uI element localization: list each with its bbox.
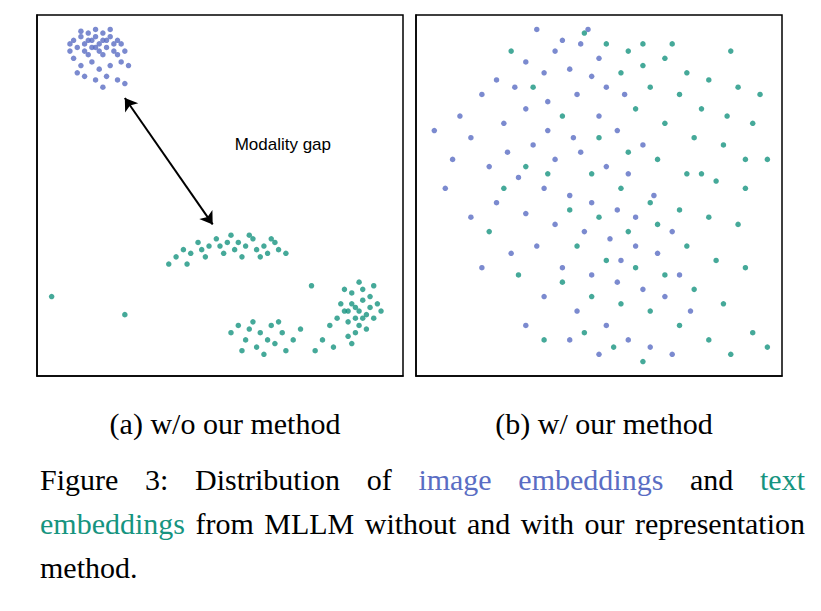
html-text:Figure 3: Distribution of imag: Figure 3: Distribution of image embeddin… (40, 463, 805, 584)
svg-text:(a) w/o our method: (a) w/o our method (110, 407, 341, 441)
svg-text:Modality gap: Modality gap (235, 135, 331, 154)
svg-text:(b) w/ our method: (b) w/ our method (495, 407, 712, 441)
